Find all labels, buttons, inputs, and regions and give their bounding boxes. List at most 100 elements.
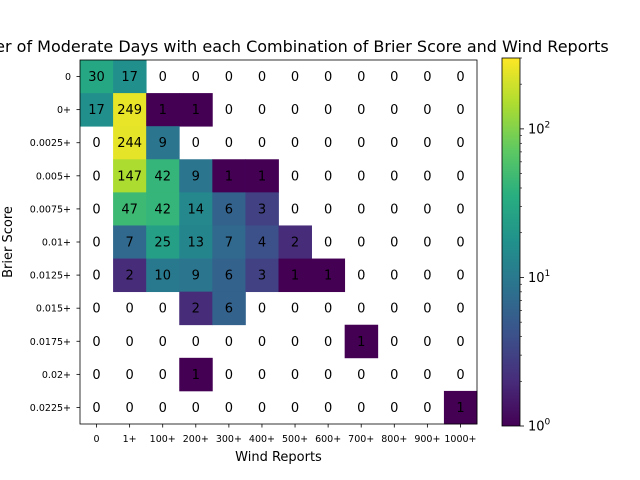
cell-value-label: 0 bbox=[125, 401, 133, 416]
heatmap-cell bbox=[80, 93, 114, 127]
y-tick-label: 0.0225+ bbox=[30, 403, 71, 414]
cell-value-label: 0 bbox=[456, 136, 464, 151]
x-tick-label: 800+ bbox=[381, 434, 407, 445]
cell-value-label: 0 bbox=[258, 136, 266, 151]
cell-value-label: 10 bbox=[154, 269, 171, 284]
y-tick-label: 0.015+ bbox=[36, 304, 71, 315]
heatmap-cell bbox=[80, 60, 114, 94]
cell-value-label: 6 bbox=[225, 302, 233, 317]
cell-value-label: 0 bbox=[291, 202, 299, 217]
heatmap-cell bbox=[278, 225, 312, 259]
cell-value-label: 1 bbox=[192, 103, 200, 118]
x-tick-label: 200+ bbox=[183, 434, 209, 445]
heatmap-cell bbox=[113, 93, 147, 127]
cell-value-label: 2 bbox=[192, 302, 200, 317]
y-axis: 0 0+ 0.0025+ 0.005+ 0.0075+ 0.01+ 0.0125+ 0.015… bbox=[30, 72, 80, 414]
heatmap-cell bbox=[113, 159, 147, 193]
cell-value-label: 0 bbox=[390, 368, 398, 383]
cell-value-label: 0 bbox=[423, 236, 431, 251]
cell-value-label: 0 bbox=[456, 236, 464, 251]
cell-value-label: 14 bbox=[188, 202, 205, 217]
cell-value-label: 4 bbox=[258, 236, 266, 251]
heatmap-cell bbox=[212, 159, 246, 193]
x-tick-label: 1+ bbox=[123, 434, 137, 445]
cell-value-label: 0 bbox=[291, 103, 299, 118]
cell-value-label: 0 bbox=[357, 169, 365, 184]
y-axis-label: Brier Score bbox=[1, 206, 16, 278]
cell-value-label: 0 bbox=[258, 103, 266, 118]
heatmap-cell bbox=[113, 60, 147, 94]
cell-value-label: 0 bbox=[291, 302, 299, 317]
cell-value-label: 1 bbox=[258, 169, 266, 184]
y-tick-label: 0.0025+ bbox=[30, 138, 71, 149]
cell-value-label: 0 bbox=[291, 70, 299, 85]
heatmap-cell bbox=[146, 225, 180, 259]
cell-value-label: 0 bbox=[390, 70, 398, 85]
cell-value-label: 0 bbox=[357, 401, 365, 416]
cell-value-label: 0 bbox=[390, 202, 398, 217]
cell-value-label: 1 bbox=[192, 368, 200, 383]
y-tick-label: 0+ bbox=[57, 105, 71, 116]
cell-value-label: 2 bbox=[291, 236, 299, 251]
cell-value-label: 1 bbox=[357, 335, 365, 350]
heatmap-cell bbox=[179, 225, 213, 259]
cell-value-label: 0 bbox=[324, 236, 332, 251]
cell-value-label: 0 bbox=[390, 103, 398, 118]
cell-value-label: 0 bbox=[324, 302, 332, 317]
heatmap-cell bbox=[179, 159, 213, 193]
cell-value-label: 0 bbox=[125, 335, 133, 350]
heatmap-cell bbox=[113, 225, 147, 259]
cell-value-label: 0 bbox=[456, 302, 464, 317]
heatmap-cell bbox=[179, 192, 213, 226]
cell-value-label: 0 bbox=[357, 70, 365, 85]
cell-value-label: 249 bbox=[117, 103, 142, 118]
cell-value-label: 3 bbox=[258, 202, 266, 217]
cell-value-label: 1 bbox=[225, 169, 233, 184]
heatmap-cell bbox=[245, 258, 279, 293]
cell-value-label: 0 bbox=[324, 103, 332, 118]
cell-value-label: 0 bbox=[357, 269, 365, 284]
cell-value-label: 0 bbox=[225, 401, 233, 416]
cell-value-label: 0 bbox=[423, 269, 431, 284]
cell-value-label: 0 bbox=[357, 302, 365, 317]
cell-value-label: 0 bbox=[357, 368, 365, 383]
cell-value-label: 0 bbox=[390, 236, 398, 251]
heatmap-cell bbox=[179, 258, 213, 293]
cell-value-label: 0 bbox=[456, 70, 464, 85]
cell-value-label: 17 bbox=[121, 70, 138, 85]
y-tick-label: 0 bbox=[65, 72, 71, 83]
cell-value-label: 0 bbox=[225, 136, 233, 151]
cell-value-label: 42 bbox=[154, 169, 171, 184]
cell-value-label: 0 bbox=[225, 335, 233, 350]
cell-value-label: 0 bbox=[423, 401, 431, 416]
chart-title: Number of Moderate Days with each Combin… bbox=[0, 37, 609, 56]
cell-value-label: 1 bbox=[456, 401, 464, 416]
cell-value-label: 244 bbox=[117, 136, 142, 151]
colorbar bbox=[501, 57, 521, 427]
heatmap-cell bbox=[212, 225, 246, 259]
cell-value-label: 0 bbox=[159, 335, 167, 350]
cell-value-label: 0 bbox=[324, 401, 332, 416]
heatmap-cell bbox=[146, 258, 180, 293]
cell-value-label: 0 bbox=[423, 103, 431, 118]
cell-value-label: 0 bbox=[291, 401, 299, 416]
heatmap-cell bbox=[344, 324, 379, 359]
heatmap-cell bbox=[179, 93, 213, 127]
cell-value-label: 0 bbox=[423, 335, 431, 350]
cell-value-label: 0 bbox=[456, 269, 464, 284]
heatmap-cell bbox=[179, 357, 213, 392]
cell-value-label: 0 bbox=[423, 302, 431, 317]
heatmap-cell bbox=[212, 258, 246, 293]
cell-value-label: 0 bbox=[291, 335, 299, 350]
heatmap-cell bbox=[146, 93, 180, 127]
heatmap-cell bbox=[212, 291, 246, 326]
cell-value-label: 0 bbox=[324, 136, 332, 151]
x-tick-label: 400+ bbox=[249, 434, 275, 445]
cell-value-label: 0 bbox=[192, 335, 200, 350]
cell-value-label: 0 bbox=[225, 70, 233, 85]
cell-value-label: 0 bbox=[390, 136, 398, 151]
cell-value-label: 0 bbox=[92, 335, 100, 350]
cell-value-label: 0 bbox=[92, 401, 100, 416]
cell-value-label: 0 bbox=[456, 368, 464, 383]
